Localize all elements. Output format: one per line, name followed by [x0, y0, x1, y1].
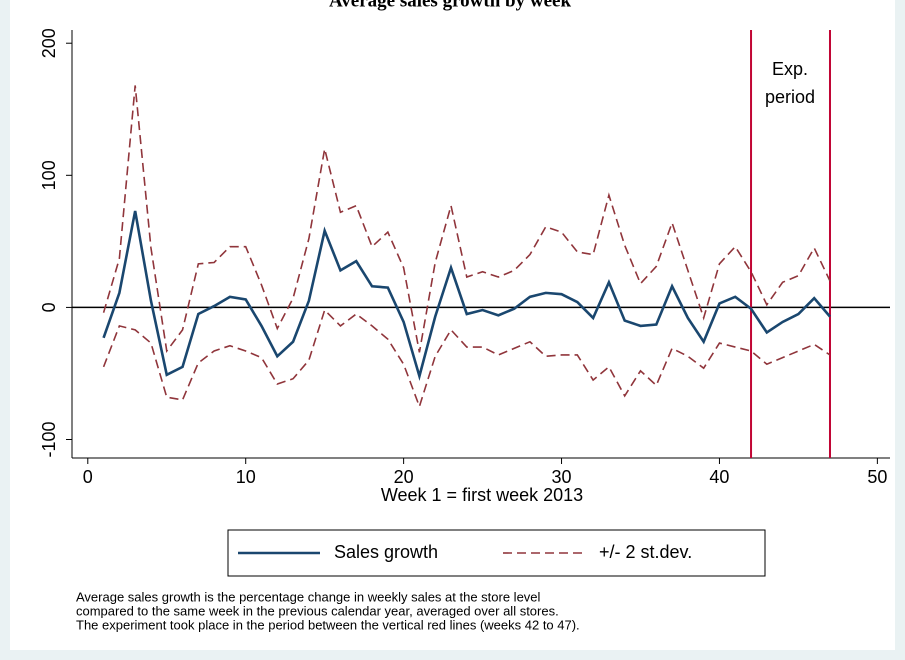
x-axis-label: Week 1 = first week 2013	[381, 485, 583, 505]
series-line	[102, 85, 831, 354]
x-tick-label: 20	[394, 467, 414, 487]
annotation: Exp.	[772, 59, 808, 79]
x-tick-label: 40	[709, 467, 729, 487]
x-tick-label: 30	[552, 467, 572, 487]
y-tick-label: 100	[39, 160, 59, 190]
y-tick-label: 200	[39, 28, 59, 58]
note: compared to the same week in the previou…	[76, 603, 559, 618]
annotation: period	[765, 87, 815, 107]
legend-label: Sales growth	[334, 542, 438, 562]
x-tick-label: 0	[83, 467, 93, 487]
y-tick-label: 0	[39, 302, 59, 312]
x-tick-label: 10	[236, 467, 256, 487]
series-line	[102, 308, 831, 409]
note: Average sales growth is the percentage c…	[76, 589, 541, 604]
series-line	[102, 210, 831, 381]
x-tick-label: 50	[867, 467, 887, 487]
legend-label: +/- 2 st.dev.	[599, 542, 692, 562]
note: The experiment took place in the period …	[76, 617, 580, 632]
y-tick-label: -100	[39, 421, 59, 457]
chart-title: Average sales growth by week	[329, 0, 571, 11]
